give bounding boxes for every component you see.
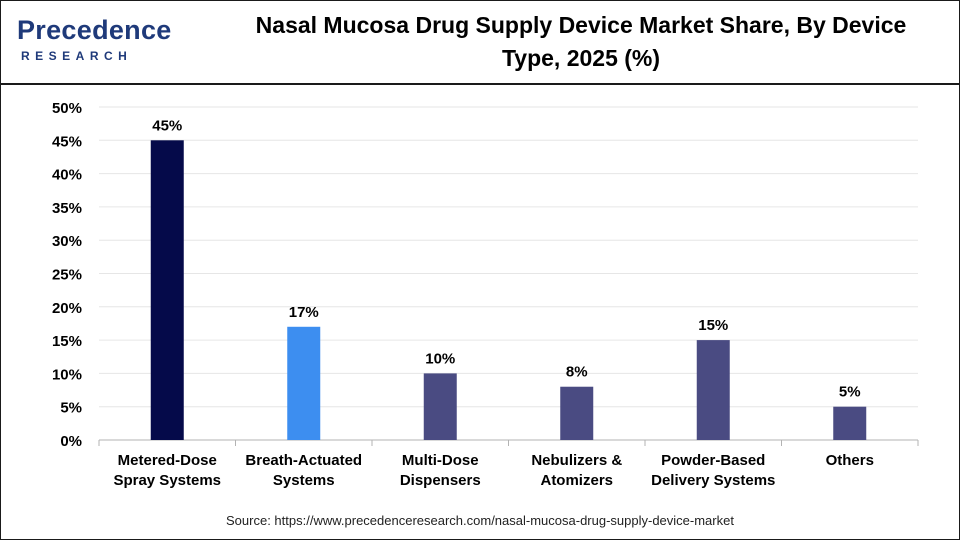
bar [150,140,184,441]
company-logo: Precedence RESEARCH [17,15,177,67]
category-label: Spray Systems [113,472,221,489]
y-tick-label: 25% [52,267,82,284]
category-label: Dispensers [400,472,481,489]
category-label: Multi-Dose [402,452,479,469]
category-label: Others [826,452,874,469]
chart-title-line-1: Nasal Mucosa Drug Supply Device Market S… [255,12,907,38]
y-tick-label: 20% [52,300,82,317]
category-label: Atomizers [540,472,613,489]
chart-title: Nasal Mucosa Drug Supply Device Market S… [201,9,960,75]
y-tick-label: 0% [60,433,82,450]
bar-value-label: 15% [698,317,728,334]
bar-value-label: 8% [566,364,588,381]
chart-title-line-2: Type, 2025 (%) [501,45,661,71]
y-tick-label: 45% [52,133,82,150]
category-label: Breath-Actuated [245,452,362,469]
bar [560,386,594,440]
category-label: Nebulizers & [531,452,622,469]
y-tick-label: 50% [52,100,82,117]
category-label: Metered-Dose [118,452,217,469]
bar-value-label: 17% [289,304,319,321]
source-note: Source: https://www.precedenceresearch.c… [226,513,734,528]
y-tick-label: 10% [52,366,82,383]
y-tick-label: 35% [52,200,82,217]
category-label: Systems [273,472,335,489]
category-label: Delivery Systems [651,472,775,489]
bar-chart: 0% 5% 10% 15% 20% 25% 30% 35% 40% 45% 50% 45% Metere… [52,100,919,489]
y-tick-label: 15% [52,333,82,350]
y-tick-label: 30% [52,233,82,250]
header: Precedence RESEARCH Nasal Mucosa Drug Su… [1,1,959,85]
bar [833,406,867,440]
bar-value-label: 5% [839,384,861,401]
logo-subtitle: RESEARCH [21,49,133,63]
bar [696,340,730,440]
category-label: Powder-Based [661,452,765,469]
bar-value-label: 10% [425,350,455,367]
y-tick-label: 40% [52,167,82,184]
y-tick-label: 5% [60,400,82,417]
logo-wordmark: Precedence [17,15,172,45]
bar [287,326,321,440]
bar [423,373,457,440]
bar-value-label: 45% [152,117,182,134]
